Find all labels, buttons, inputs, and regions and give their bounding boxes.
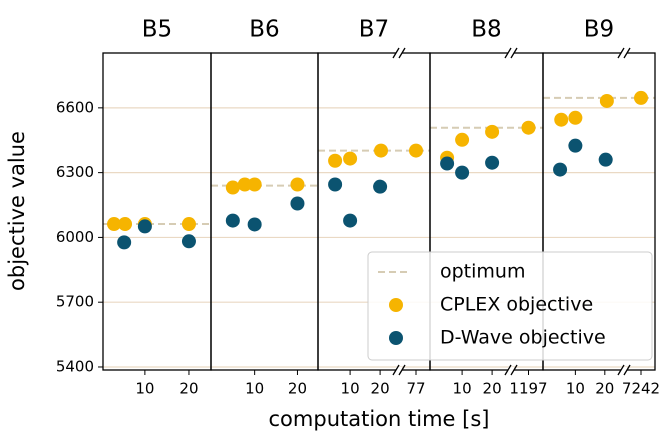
x-tick-label: 10 xyxy=(341,380,360,398)
x-tick-label: 20 xyxy=(288,380,307,398)
y-axis-label: objective value xyxy=(5,131,29,291)
axis-break xyxy=(398,364,406,376)
point xyxy=(247,217,262,232)
panel-frame xyxy=(210,52,319,371)
point xyxy=(373,179,388,194)
point xyxy=(181,217,196,232)
x-tick-label: 10 xyxy=(245,380,264,398)
axis-break xyxy=(617,364,625,376)
point xyxy=(343,213,358,228)
point xyxy=(247,177,262,192)
legend: optimum CPLEX objective D-Wave objective xyxy=(367,251,653,361)
legend-box xyxy=(367,251,653,361)
axis-break-gap xyxy=(508,50,514,56)
axis-break-gap xyxy=(621,367,627,373)
point xyxy=(455,132,470,147)
point xyxy=(440,156,455,171)
point xyxy=(225,180,240,195)
point xyxy=(290,196,305,211)
point xyxy=(237,177,252,192)
point xyxy=(634,90,648,105)
point xyxy=(455,165,470,180)
axis-break-gap xyxy=(396,50,402,56)
legend-label: CPLEX objective xyxy=(440,294,593,316)
axis-break xyxy=(392,47,400,59)
legend-label: optimum xyxy=(440,261,525,283)
x-tick-label: 20 xyxy=(595,380,614,398)
axis-break xyxy=(623,47,631,59)
legend-swatch xyxy=(389,331,403,345)
axis-break-gap xyxy=(508,367,514,373)
marks xyxy=(103,90,655,250)
x-tick-label: 20 xyxy=(483,380,502,398)
y-tick-label: 6600 xyxy=(56,98,94,116)
y-tick-label: 6300 xyxy=(56,163,94,181)
point xyxy=(343,151,358,166)
point xyxy=(598,152,613,167)
y-tick-label: 6000 xyxy=(56,228,94,246)
point xyxy=(485,155,500,170)
axis-break xyxy=(623,364,631,376)
panel-title: B9 xyxy=(584,17,614,43)
axis-break xyxy=(392,364,400,376)
axis-break xyxy=(510,364,518,376)
axis-break xyxy=(617,47,625,59)
panel-frame xyxy=(542,52,656,371)
x-tick-label: 7242 xyxy=(622,380,660,398)
axis-break-gap xyxy=(621,50,627,56)
point xyxy=(521,120,536,135)
x-tick-label: 10 xyxy=(566,380,585,398)
x-tick-label: 20 xyxy=(179,380,198,398)
point xyxy=(409,143,423,158)
x-axis-label: computation time [s] xyxy=(269,407,490,431)
panel-title: B6 xyxy=(249,17,279,43)
y-tick-label: 5400 xyxy=(56,357,94,375)
panel-frame xyxy=(102,52,212,371)
point xyxy=(568,110,583,125)
point xyxy=(290,177,305,192)
axis-break-gap xyxy=(396,367,402,373)
legend-swatch xyxy=(389,298,403,312)
x-tick-label: 77 xyxy=(406,380,425,398)
point xyxy=(225,213,240,228)
point xyxy=(137,219,152,234)
point xyxy=(553,162,568,177)
axis-break xyxy=(398,47,406,59)
point xyxy=(485,124,500,139)
point xyxy=(554,112,569,127)
axis-break xyxy=(504,47,512,59)
frames xyxy=(102,47,656,376)
point xyxy=(599,93,614,108)
legend-label: D-Wave objective xyxy=(440,327,606,349)
point xyxy=(107,217,122,232)
x-tick-label: 1197 xyxy=(509,380,547,398)
point xyxy=(117,235,132,250)
panel-title: B8 xyxy=(471,17,501,43)
panel-title: B7 xyxy=(359,17,389,43)
x-tick-label: 10 xyxy=(453,380,472,398)
axis-break xyxy=(510,47,518,59)
point xyxy=(328,153,343,168)
point xyxy=(568,138,583,153)
panel-title: B5 xyxy=(142,17,172,43)
y-tick-label: 5700 xyxy=(56,293,94,311)
point xyxy=(328,177,343,192)
axis-break xyxy=(504,364,512,376)
point xyxy=(374,143,388,158)
x-tick-label: 10 xyxy=(135,380,154,398)
x-tick-label: 20 xyxy=(371,380,390,398)
point xyxy=(118,217,133,232)
point xyxy=(181,234,196,249)
